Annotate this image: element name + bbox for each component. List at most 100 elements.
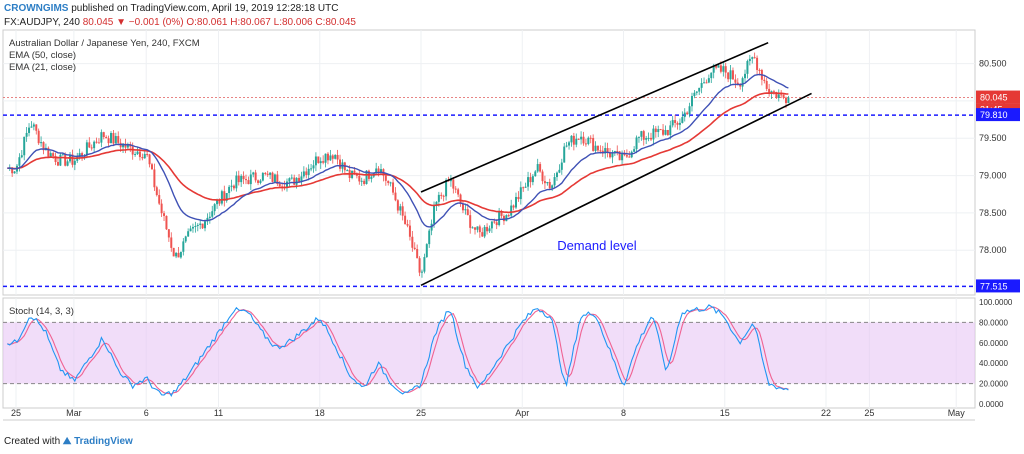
x-tick-label: Mar xyxy=(66,408,82,418)
candle-body xyxy=(524,186,527,188)
tradingview-logo[interactable]: ⛰ TradingView xyxy=(62,436,133,447)
candle-body xyxy=(220,191,223,204)
channel-lower-line xyxy=(420,92,812,287)
candle-body xyxy=(517,196,520,200)
candle-body xyxy=(322,161,325,163)
candle-body xyxy=(751,57,754,59)
candle-body xyxy=(616,150,619,152)
candle-body xyxy=(715,65,718,68)
candle-body xyxy=(529,177,532,183)
candle-body xyxy=(705,82,708,84)
candle-body xyxy=(334,154,337,159)
candle-body xyxy=(189,228,192,232)
candle-body xyxy=(777,94,780,98)
candle-body xyxy=(587,137,590,144)
candle-body xyxy=(232,185,235,189)
candle-body xyxy=(406,224,409,226)
x-tick-label: Apr xyxy=(515,408,529,418)
candle-body xyxy=(572,135,575,145)
y-tick-label: 79.500 xyxy=(979,133,1007,143)
candle-body xyxy=(141,157,144,159)
candle-body xyxy=(377,168,380,173)
candle-body xyxy=(565,145,568,147)
candle-body xyxy=(787,97,790,104)
candle-body xyxy=(211,211,214,217)
candle-body xyxy=(237,175,240,183)
candle-body xyxy=(490,221,493,229)
candle-body xyxy=(218,200,221,204)
candle-body xyxy=(167,229,170,238)
candle-body xyxy=(461,203,464,211)
candle-body xyxy=(753,57,756,59)
candle-body xyxy=(488,228,491,232)
x-tick-label: May xyxy=(948,408,966,418)
candle-body xyxy=(454,188,457,190)
candle-body xyxy=(28,127,31,133)
candle-body xyxy=(319,161,322,164)
candle-body xyxy=(445,179,448,197)
candle-body xyxy=(698,87,701,92)
publish-line: CROWNGIMS published on TradingView.com, … xyxy=(4,3,338,14)
candle-body xyxy=(589,137,592,139)
candle-body xyxy=(681,117,684,123)
candle-body xyxy=(122,143,125,148)
candle-body xyxy=(124,143,127,148)
candle-body xyxy=(93,141,96,149)
candle-body xyxy=(693,92,696,97)
candle-body xyxy=(420,271,423,273)
candle-body xyxy=(387,180,390,183)
candle-body xyxy=(635,137,638,150)
candle-body xyxy=(546,181,549,184)
candle-body xyxy=(596,145,599,151)
candle-body xyxy=(191,226,194,229)
candle-body xyxy=(170,237,173,248)
candle-body xyxy=(609,152,612,158)
candle-body xyxy=(257,180,260,183)
candle-body xyxy=(32,124,35,127)
candle-body xyxy=(396,200,399,211)
candle-body xyxy=(117,136,120,143)
candle-body xyxy=(264,173,267,175)
x-tick-label: 25 xyxy=(416,408,426,418)
x-tick-label: 8 xyxy=(621,408,626,418)
candle-body xyxy=(413,247,416,250)
candle-body xyxy=(731,70,734,80)
candle-body xyxy=(242,175,245,180)
candle-body xyxy=(305,171,308,175)
candle-body xyxy=(502,215,505,222)
candle-body xyxy=(247,180,250,185)
candle-body xyxy=(271,172,274,182)
candle-body xyxy=(290,177,293,179)
candle-body xyxy=(225,192,228,201)
stoch-d-line xyxy=(7,306,789,395)
candle-body xyxy=(175,252,178,257)
candle-body xyxy=(150,164,153,170)
candle-body xyxy=(739,84,742,87)
candle-body xyxy=(71,154,74,165)
candle-body xyxy=(254,172,257,181)
candle-body xyxy=(686,112,689,115)
candle-body xyxy=(695,91,698,93)
candle-body xyxy=(102,132,105,137)
candle-body xyxy=(18,157,21,166)
candle-body xyxy=(114,136,117,144)
resistance-tag: 79.810 xyxy=(980,110,1008,120)
candle-body xyxy=(346,170,349,172)
candle-body xyxy=(459,194,462,204)
candle-body xyxy=(240,175,243,183)
candle-body xyxy=(37,130,40,144)
stoch-tick-label: 40.0000 xyxy=(979,359,1008,368)
ohlc-line: FX:AUDJPY, 240 80.045 ▼ −0.001 (0%) O:80… xyxy=(4,17,356,28)
candle-body xyxy=(539,164,542,172)
candle-body xyxy=(73,160,76,165)
candle-body xyxy=(49,153,52,157)
price-change: ▼ −0.001 (0%) xyxy=(116,17,184,28)
candle-body xyxy=(621,153,624,161)
candle-body xyxy=(744,73,747,79)
candle-body xyxy=(138,151,141,158)
candle-body xyxy=(657,129,660,133)
publisher-name[interactable]: CROWNGIMS xyxy=(4,3,69,14)
candle-body xyxy=(654,128,657,133)
candle-body xyxy=(577,138,580,140)
